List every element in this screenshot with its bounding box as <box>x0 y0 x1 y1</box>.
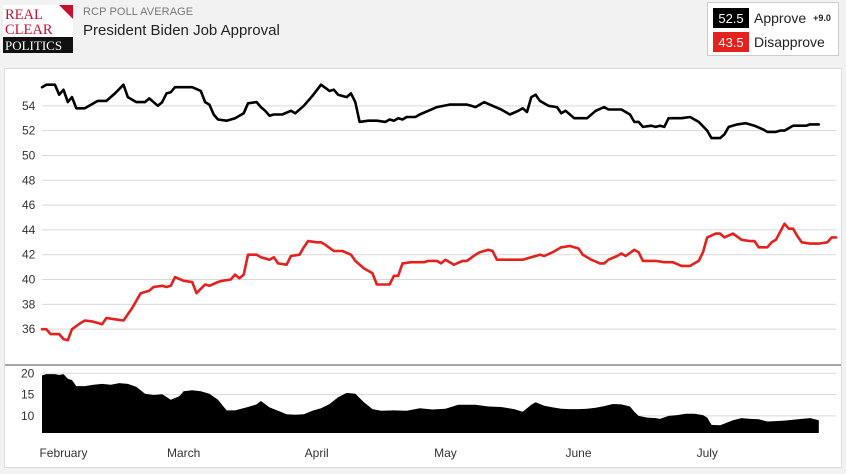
ytick-label-54: 54 <box>22 99 36 113</box>
legend-approve[interactable]: 52.5 Approve +9.0 <box>713 8 831 28</box>
ytick-label-48: 48 <box>22 173 36 187</box>
y-axis-main: 36 38 40 42 44 46 48 50 52 54 <box>22 99 36 336</box>
spread-ytick-label-15: 15 <box>21 388 35 402</box>
ytick-label-50: 50 <box>22 148 36 162</box>
ytick-label-52: 52 <box>22 124 36 138</box>
rcp-logo: REAL CLEAR POLITICS <box>3 5 73 53</box>
approve-label: Approve <box>754 10 807 26</box>
xtick-label-march: March <box>167 446 200 460</box>
y-axis-spread: 10 15 20 <box>21 366 35 423</box>
spread-value: +9.0 <box>813 13 831 23</box>
series-layer <box>40 83 838 433</box>
ytick-label-42: 42 <box>22 248 36 262</box>
logo-line-2: CLEAR <box>5 22 53 38</box>
disapprove-value: 43.5 <box>713 32 749 52</box>
chart-svg[interactable]: 36 38 40 42 44 46 48 50 52 54 10 15 20 February Marc… <box>5 69 841 467</box>
ytick-label-36: 36 <box>22 322 36 336</box>
series-line-disapprove[interactable] <box>40 222 838 342</box>
logo-line-1: REAL <box>5 7 43 23</box>
xtick-label-july: July <box>697 446 718 460</box>
disapprove-label: Disapprove <box>754 34 825 50</box>
series-line-approve[interactable] <box>40 83 821 140</box>
chart-title: President Biden Job Approval <box>83 22 280 39</box>
chart-subtitle: RCP POLL AVERAGE <box>83 6 194 18</box>
legend-disapprove[interactable]: 43.5 Disapprove <box>713 32 825 52</box>
ytick-label-44: 44 <box>22 223 36 237</box>
logo-line-3: POLITICS <box>5 38 62 53</box>
xtick-label-february: February <box>39 446 87 460</box>
xtick-label-may: May <box>434 446 457 460</box>
approve-value: 52.5 <box>713 8 749 28</box>
main-gridlines <box>42 105 836 330</box>
ytick-label-46: 46 <box>22 198 36 212</box>
ytick-label-38: 38 <box>22 297 36 311</box>
spread-ytick-label-20: 20 <box>21 366 35 380</box>
xtick-label-april: April <box>305 446 329 460</box>
spread-ytick-label-10: 10 <box>21 409 35 423</box>
spread-area[interactable] <box>42 374 819 433</box>
xtick-label-june: June <box>565 446 591 460</box>
ytick-label-40: 40 <box>22 273 36 287</box>
legend: 52.5 Approve +9.0 43.5 Disapprove <box>707 2 839 56</box>
chart-panel: 36 38 40 42 44 46 48 50 52 54 10 15 20 February Marc… <box>4 68 842 468</box>
x-axis: February March April May June July <box>39 446 717 460</box>
